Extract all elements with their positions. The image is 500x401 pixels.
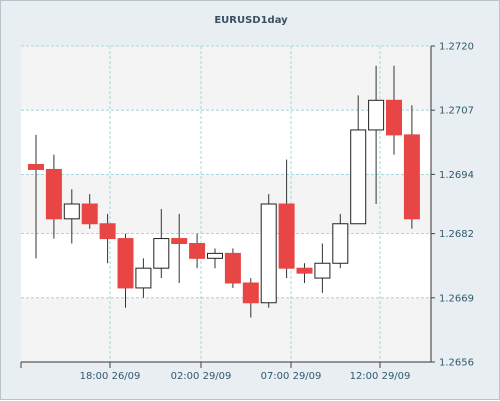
candle-body [28, 164, 44, 170]
candle-body [135, 267, 152, 289]
y-tick-label: 1.2720 [439, 42, 474, 53]
candle-body [171, 238, 188, 244]
candle [224, 248, 241, 288]
candle-body [314, 262, 331, 279]
candle [63, 189, 80, 244]
candle [278, 159, 295, 279]
candle [153, 208, 170, 279]
candle-body [63, 203, 80, 220]
candle [350, 95, 367, 225]
axes [20, 46, 432, 368]
candle-body [386, 99, 402, 136]
y-tick-label: 1.2694 [439, 170, 474, 181]
candle [242, 278, 259, 318]
y-axis-ticks: 1.2720 1.2707 1.2694 1.2682 1.2669 1.2656 [431, 42, 474, 369]
candle-body [117, 238, 134, 289]
x-tick-label: 18:00 26/09 [80, 371, 141, 382]
candle-body [99, 223, 116, 240]
candle-body [45, 168, 62, 220]
candle [45, 154, 62, 239]
candle-body [207, 252, 223, 259]
candle [260, 194, 277, 308]
candle [135, 258, 152, 298]
candle [368, 65, 385, 204]
x-tick-label: 07:00 29/09 [261, 371, 322, 382]
candle [207, 248, 223, 269]
candle [99, 213, 116, 264]
y-tick-label: 1.2669 [439, 293, 474, 304]
candle-body [350, 129, 367, 225]
x-axis-ticks: 18:00 26/09 02:00 29/09 07:00 29/09 12:00 2… [80, 362, 411, 382]
y-tick-label: 1.2656 [439, 358, 474, 369]
candle [81, 194, 98, 229]
candle-body [153, 238, 170, 269]
x-tick-label: 12:00 29/09 [350, 371, 411, 382]
x-tick-label: 02:00 29/09 [171, 371, 232, 382]
candle-body [403, 134, 420, 220]
candle [386, 65, 402, 155]
candle-body [368, 99, 385, 131]
y-tick-label: 1.2682 [439, 229, 474, 240]
y-tick-label: 1.2707 [439, 106, 474, 117]
candle-body [224, 252, 241, 284]
grid-band [21, 46, 431, 111]
candle [171, 213, 188, 283]
grid-band [21, 297, 431, 362]
chart-title: EURUSD1day [214, 15, 288, 26]
candle-body [332, 223, 349, 264]
candle [28, 134, 44, 259]
candles [28, 65, 420, 318]
candle [296, 263, 313, 283]
candle-body [296, 267, 313, 274]
candle [403, 105, 420, 229]
candle [332, 213, 349, 269]
candle-body [81, 203, 98, 225]
candle-body [260, 203, 277, 304]
candle [314, 243, 331, 293]
candle-body [278, 203, 295, 269]
candle [117, 233, 134, 308]
candle-body [242, 282, 259, 304]
candle [189, 233, 206, 269]
candle-body [189, 243, 206, 259]
